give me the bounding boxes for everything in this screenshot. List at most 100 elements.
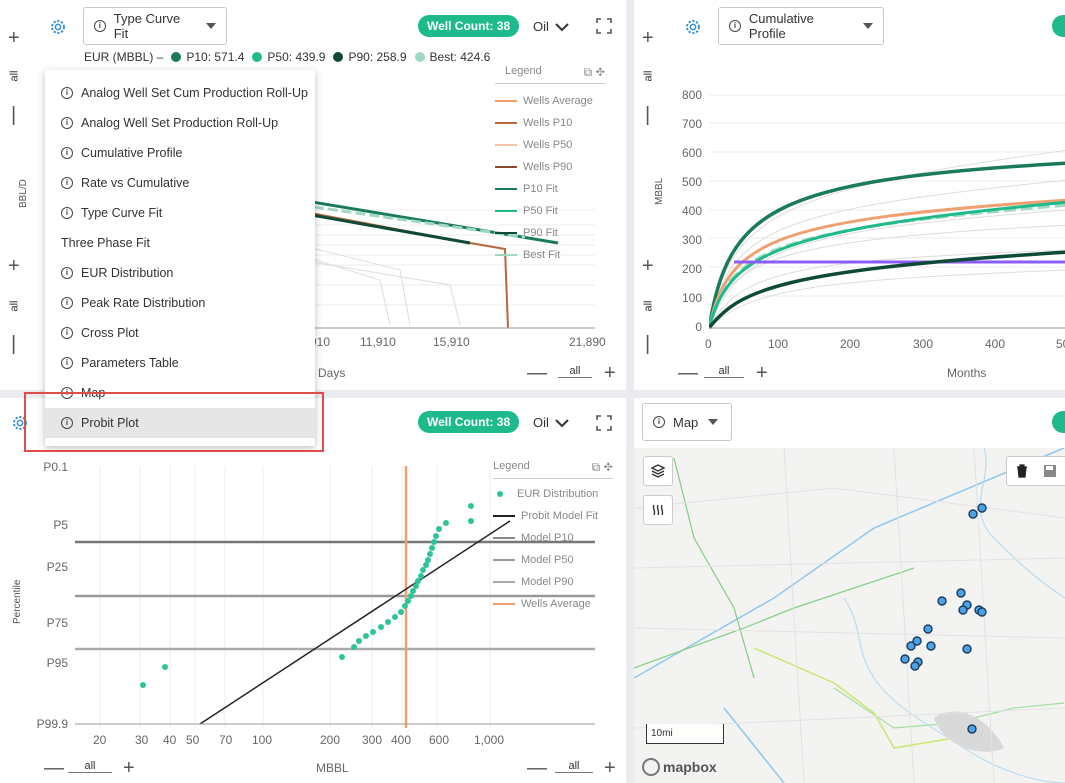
x-tick: 40: [163, 733, 177, 747]
legend-item[interactable]: EUR Distribution: [493, 483, 613, 505]
legend-title: Legend: [505, 65, 542, 77]
chart-type-dropdown[interactable]: i Cumulative Profile: [718, 7, 884, 45]
x-range-all[interactable]: all: [558, 365, 592, 378]
legend-item[interactable]: Wells P10: [495, 112, 605, 134]
chart-type-dropdown[interactable]: i Map: [642, 403, 732, 441]
y-range-all-2[interactable]: all: [642, 300, 655, 312]
legend-item[interactable]: Model P10: [493, 527, 613, 549]
zoom-in-button[interactable]: +: [8, 27, 20, 49]
menu-item[interactable]: i EUR Distribution: [45, 258, 315, 288]
x-zoom-in-button[interactable]: +: [756, 362, 768, 384]
x-tick: 200: [320, 733, 341, 747]
x-zoom-in-button-2[interactable]: +: [604, 757, 616, 779]
legend-item[interactable]: Best Fit: [495, 244, 605, 266]
map-tools: [1006, 456, 1065, 486]
heatmap-icon[interactable]: [643, 495, 673, 525]
gear-icon[interactable]: [49, 18, 67, 36]
info-icon: i: [94, 20, 106, 32]
legend-item[interactable]: Wells Average: [493, 593, 613, 615]
info-icon: i: [61, 87, 73, 99]
map-scale: 10mi: [646, 724, 724, 744]
save-icon[interactable]: [1043, 464, 1057, 478]
info-icon: i: [729, 20, 741, 32]
menu-item[interactable]: i Probit Plot: [45, 408, 315, 438]
x-zoom-out-button-2[interactable]: —: [527, 757, 547, 779]
legend-item[interactable]: Model P50: [493, 549, 613, 571]
menu-item[interactable]: i Rate vs Cumulative: [45, 168, 315, 198]
zoom-in-button-2[interactable]: +: [8, 255, 20, 277]
move-icon[interactable]: ⧉ ✥: [591, 460, 613, 474]
y-range-all-2[interactable]: all: [8, 300, 21, 312]
eur-item: P50: 439.9: [252, 50, 325, 64]
legend-label: P90 Fit: [523, 227, 558, 239]
legend-item[interactable]: Wells Average: [495, 90, 605, 112]
fullscreen-icon[interactable]: [596, 18, 612, 34]
menu-item[interactable]: i Map: [45, 378, 315, 408]
menu-item[interactable]: i Peak Rate Distribution: [45, 288, 315, 318]
chart-type-label: Type Curve Fit: [113, 11, 181, 41]
chart-type-label: Cumulative Profile: [748, 11, 814, 41]
x-range-all-2[interactable]: all: [555, 760, 593, 773]
y-range-all[interactable]: all: [8, 70, 21, 82]
move-icon[interactable]: ⧉ ✥: [583, 65, 605, 79]
info-icon: i: [61, 207, 73, 219]
gear-icon[interactable]: [11, 414, 29, 432]
menu-item[interactable]: i Cumulative Profile: [45, 138, 315, 168]
x-zoom-out-button[interactable]: —: [678, 362, 698, 384]
legend-item[interactable]: Wells P50: [495, 134, 605, 156]
legend-item[interactable]: P50 Fit: [495, 200, 605, 222]
zoom-out-button-2[interactable]: |: [11, 333, 17, 355]
zoom-in-button[interactable]: +: [642, 27, 654, 49]
zoom-out-button-2[interactable]: |: [645, 333, 651, 355]
legend-swatch: [493, 603, 515, 605]
y-tick: P99.9: [36, 717, 68, 731]
x-zoom-out-button[interactable]: —: [527, 362, 547, 384]
eur-label: P50: 439.9: [267, 50, 326, 64]
info-icon: i: [61, 117, 73, 129]
legend-item[interactable]: Wells P90: [495, 156, 605, 178]
x-tick: 0: [705, 337, 712, 351]
menu-item-label: Rate vs Cumulative: [81, 176, 190, 190]
mapbox-logo[interactable]: mapbox: [642, 758, 717, 776]
legend-label: Probit Model Fit: [521, 510, 599, 522]
probit-plot-panel: Well Count: 38 Oil Percentile P0.1 P5 P25 P…: [0, 398, 626, 783]
legend-item[interactable]: P10 Fit: [495, 178, 605, 200]
fluid-label: Oil: [533, 415, 549, 430]
fluid-selector[interactable]: Oil: [533, 19, 570, 34]
legend-label: P50 Fit: [523, 205, 558, 217]
x-zoom-out-button[interactable]: —: [44, 757, 64, 779]
y-tick: 700: [681, 117, 702, 131]
cumulative-profile-panel: i Cumulative Profile + all | + all | MBB…: [634, 0, 1065, 390]
mapbox-icon: [642, 758, 660, 776]
eur-dot: [414, 52, 425, 62]
chart-type-dropdown[interactable]: i Type Curve Fit: [83, 7, 227, 45]
x-zoom-in-button[interactable]: +: [123, 757, 135, 779]
menu-item[interactable]: i Analog Well Set Production Roll-Up: [45, 108, 315, 138]
info-icon: i: [61, 177, 73, 189]
fullscreen-icon[interactable]: [596, 415, 612, 431]
menu-item[interactable]: i Cross Plot: [45, 318, 315, 348]
x-range-all[interactable]: all: [704, 365, 744, 378]
gear-icon[interactable]: [684, 18, 702, 36]
well-count-badge: Well Count: 38: [418, 411, 520, 433]
trash-icon[interactable]: [1015, 464, 1029, 478]
menu-item[interactable]: i Type Curve Fit: [45, 198, 315, 228]
y-axis-label: BBL/D: [18, 179, 29, 208]
x-zoom-in-button[interactable]: +: [604, 362, 616, 384]
mapbox-text: mapbox: [663, 759, 717, 775]
legend-item[interactable]: Probit Model Fit: [493, 505, 613, 527]
layers-icon[interactable]: [643, 456, 673, 486]
zoom-in-button-2[interactable]: +: [642, 255, 654, 277]
y-range-all[interactable]: all: [642, 70, 655, 82]
menu-item[interactable]: i Analog Well Set Cum Production Roll-Up: [45, 78, 315, 108]
menu-item[interactable]: i Parameters Table: [45, 348, 315, 378]
legend-item[interactable]: Model P90: [493, 571, 613, 593]
menu-item[interactable]: Three Phase Fit: [45, 228, 315, 258]
x-tick: 11,910: [360, 335, 396, 349]
zoom-out-button[interactable]: |: [11, 104, 17, 126]
zoom-out-button[interactable]: |: [645, 104, 651, 126]
x-range-all[interactable]: all: [68, 760, 112, 773]
fluid-selector[interactable]: Oil: [533, 415, 570, 430]
well-count-badge: Well Count: 38: [418, 15, 520, 37]
legend-item[interactable]: P90 Fit: [495, 222, 605, 244]
